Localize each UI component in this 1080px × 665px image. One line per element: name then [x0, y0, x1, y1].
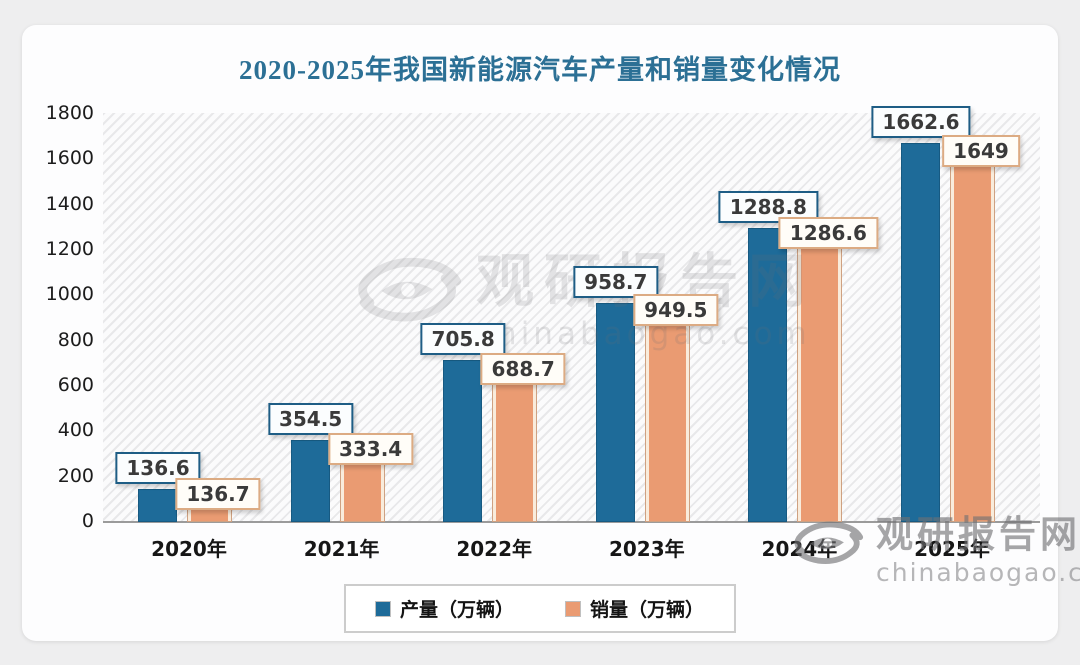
- legend-item: 销量（万辆）: [566, 595, 704, 622]
- production-value-label: 705.8: [420, 323, 506, 356]
- legend-swatch-icon: [375, 601, 390, 616]
- legend-label: 销量（万辆）: [590, 599, 705, 621]
- x-axis-label: 2020年: [151, 537, 227, 561]
- sales-bar: [951, 145, 994, 521]
- y-tick-label: 1000: [45, 283, 94, 306]
- x-axis-label: 2021年: [303, 537, 380, 561]
- production-bar: [444, 361, 482, 521]
- y-axis: 0 200 400 600 800 1000 1200 1400 1600 1800: [14, 102, 94, 532]
- y-tick-label: 1800: [45, 102, 94, 124]
- sales-value-label: 1649: [942, 135, 1020, 168]
- y-tick-label: 1400: [45, 192, 94, 215]
- legend: 产量（万辆） 销量（万辆）: [343, 584, 737, 633]
- production-value-label: 1288.8: [718, 190, 818, 223]
- sales-bar: [493, 362, 537, 521]
- x-axis-label: 2022年: [456, 537, 533, 561]
- sales-bar: [798, 227, 842, 521]
- sales-value-label: 688.7: [480, 352, 566, 385]
- production-bar: [902, 144, 939, 521]
- production-value-label: 354.5: [267, 402, 354, 435]
- sales-value-label: 1286.6: [778, 217, 878, 250]
- x-axis-label: 2024年: [761, 537, 838, 561]
- y-tick-label: 400: [57, 419, 94, 442]
- y-tick-label: 1200: [45, 238, 94, 260]
- x-axis-label: 2023年: [608, 537, 685, 561]
- plot-area: 136.6 136.7 354.5 333.4 705.8 688.7 958.7 949.5…: [103, 106, 1040, 523]
- y-tick-label: 200: [57, 464, 94, 487]
- y-tick-label: 1600: [45, 147, 94, 170]
- production-bar: [291, 440, 329, 521]
- legend-item: 产量（万辆）: [375, 595, 514, 622]
- legend-label: 产量（万辆）: [399, 599, 514, 621]
- sales-bar: [645, 303, 689, 521]
- production-value-label: 958.7: [573, 265, 659, 298]
- x-axis-label: 2025年: [914, 537, 990, 561]
- sales-value-label: 949.5: [633, 293, 719, 326]
- y-tick-label: 600: [57, 374, 94, 396]
- production-bar: [139, 490, 176, 521]
- y-tick-label: 800: [57, 328, 94, 351]
- sales-value-label: 136.7: [175, 478, 261, 510]
- chart-title: 2020-2025年我国新能源汽车产量和销量变化情况: [239, 55, 841, 85]
- legend-swatch-icon: [566, 601, 580, 616]
- sales-value-label: 333.4: [327, 433, 414, 466]
- production-bar: [749, 228, 787, 521]
- production-value-label: 1662.6: [871, 106, 971, 139]
- y-tick-label: 0: [81, 510, 94, 532]
- production-bar: [596, 303, 634, 521]
